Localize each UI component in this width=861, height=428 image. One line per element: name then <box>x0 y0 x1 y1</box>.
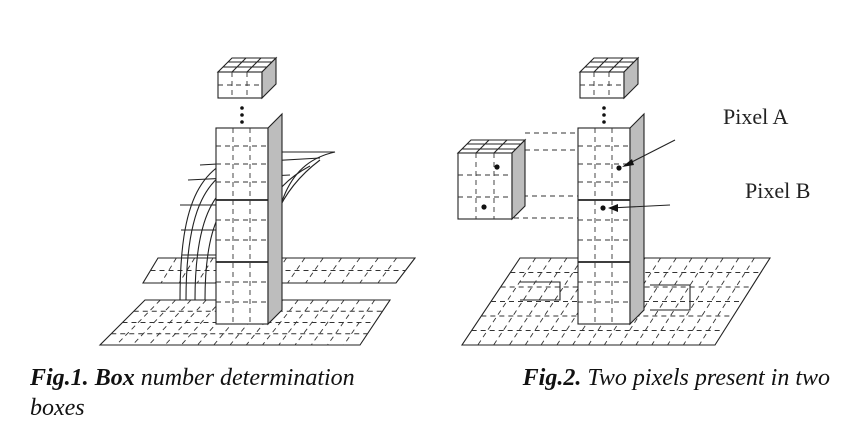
fig2-ellipsis-dots <box>602 106 606 124</box>
grid-line <box>160 257 177 284</box>
fig1-ground-grid <box>98 257 417 346</box>
pixel-a-label: Pixel A <box>723 104 789 129</box>
fig1-ellipsis-dots <box>240 106 244 124</box>
grid-line <box>178 257 196 284</box>
fig2-caption-text: Two pixels present in two <box>581 365 830 391</box>
fig1-box-column-diagram <box>98 56 417 346</box>
figure-illustration <box>98 56 771 346</box>
caption-line-2: boxes <box>30 395 85 421</box>
fig1-caption-bold: Box <box>94 365 135 391</box>
grid-line <box>180 299 222 346</box>
fig2-extracted-cube <box>456 138 527 221</box>
grid-line <box>196 257 214 284</box>
fig2-caption: Fig.2. Two pixels present in two <box>523 363 830 393</box>
fig1-caption-prefix: Fig.1. <box>30 365 89 391</box>
pixel-a-dot <box>616 165 622 171</box>
fig1-box-column <box>215 112 283 326</box>
fig1-top-cube <box>216 56 278 100</box>
caption-line-1: Fig.1. Box number determination Fig.2. T… <box>30 363 830 393</box>
grid-line <box>115 299 161 346</box>
fig1-caption-text: number determination <box>134 365 355 391</box>
grid-line <box>310 299 345 346</box>
fig2-two-pixels-diagram <box>456 56 771 346</box>
fig2-caption-prefix: Fig.2. <box>522 365 582 391</box>
pixel-b-dot <box>600 205 606 211</box>
fig2-top-cube <box>578 56 640 100</box>
fig2-arrows <box>608 139 676 212</box>
fig2-box-column <box>577 112 645 326</box>
fig1-caption: Fig.1. Box number determination <box>30 363 355 393</box>
pixel-b-label: Pixel B <box>745 178 811 203</box>
figure-captions: Fig.1. Box number determination Fig.2. T… <box>30 363 830 423</box>
